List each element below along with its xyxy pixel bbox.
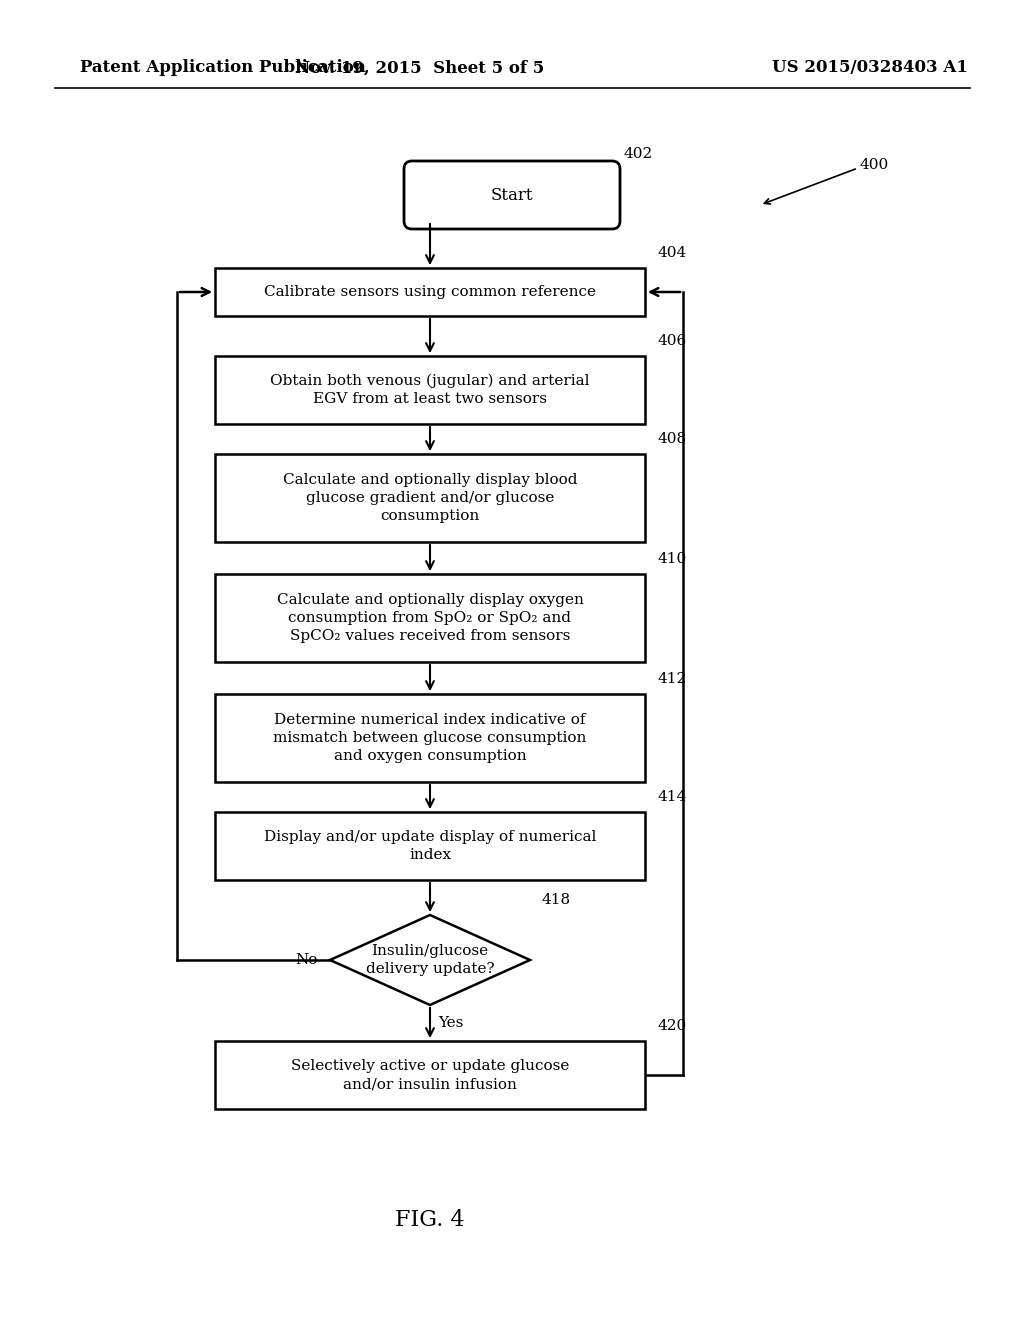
Text: 406: 406 bbox=[657, 334, 686, 348]
Text: 418: 418 bbox=[542, 894, 571, 907]
Text: 412: 412 bbox=[657, 672, 686, 686]
Text: Patent Application Publication: Patent Application Publication bbox=[80, 59, 366, 77]
Bar bbox=[215, 812, 645, 880]
Text: 402: 402 bbox=[624, 147, 653, 161]
Text: Calculate and optionally display oxygen
consumption from SpO₂ or SpO₂ and
SpCO₂ : Calculate and optionally display oxygen … bbox=[276, 593, 584, 643]
Text: Obtain both venous (jugular) and arterial
EGV from at least two sensors: Obtain both venous (jugular) and arteria… bbox=[270, 374, 590, 407]
Text: Start: Start bbox=[490, 186, 534, 203]
Text: 404: 404 bbox=[657, 246, 686, 260]
Text: 408: 408 bbox=[657, 432, 686, 446]
Text: 414: 414 bbox=[657, 789, 686, 804]
Bar bbox=[215, 694, 645, 781]
Text: Calibrate sensors using common reference: Calibrate sensors using common reference bbox=[264, 285, 596, 300]
Text: 410: 410 bbox=[657, 552, 686, 566]
Text: FIG. 4: FIG. 4 bbox=[395, 1209, 465, 1232]
Text: Determine numerical index indicative of
mismatch between glucose consumption
and: Determine numerical index indicative of … bbox=[273, 713, 587, 763]
Text: Display and/or update display of numerical
index: Display and/or update display of numeric… bbox=[264, 830, 596, 862]
Polygon shape bbox=[330, 915, 530, 1005]
Bar bbox=[215, 574, 645, 663]
Text: US 2015/0328403 A1: US 2015/0328403 A1 bbox=[772, 59, 968, 77]
Bar bbox=[215, 268, 645, 315]
Text: No: No bbox=[296, 953, 318, 968]
FancyBboxPatch shape bbox=[404, 161, 620, 228]
Text: Insulin/glucose
delivery update?: Insulin/glucose delivery update? bbox=[366, 944, 495, 977]
Text: Selectively active or update glucose
and/or insulin infusion: Selectively active or update glucose and… bbox=[291, 1059, 569, 1092]
Text: Calculate and optionally display blood
glucose gradient and/or glucose
consumpti: Calculate and optionally display blood g… bbox=[283, 473, 578, 524]
Text: Yes: Yes bbox=[438, 1016, 464, 1030]
Text: 400: 400 bbox=[860, 158, 889, 172]
Bar bbox=[215, 454, 645, 543]
Bar bbox=[215, 1041, 645, 1109]
Bar bbox=[215, 356, 645, 424]
Text: Nov. 19, 2015  Sheet 5 of 5: Nov. 19, 2015 Sheet 5 of 5 bbox=[295, 59, 545, 77]
Text: 420: 420 bbox=[657, 1019, 686, 1034]
